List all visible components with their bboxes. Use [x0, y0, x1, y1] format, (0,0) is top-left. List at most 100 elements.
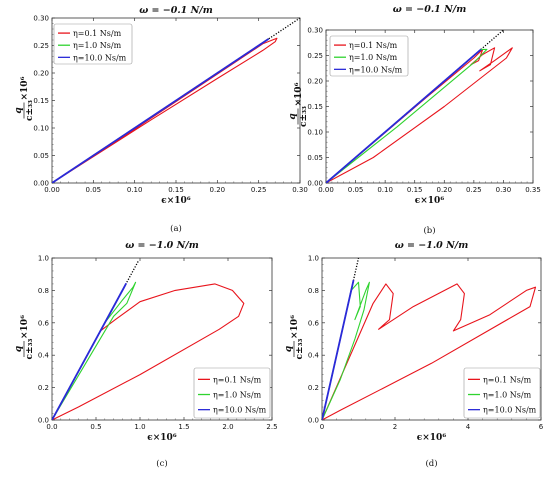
y-label-denominator: c±₃₃: [25, 100, 35, 121]
series-line-1: [322, 283, 537, 420]
y-tick-label: 0.8: [308, 287, 319, 295]
plot-frame: [321, 257, 542, 421]
y-tick-label: 0.4: [38, 352, 50, 360]
y-label-numerator: q: [14, 346, 24, 352]
series-line-2: [322, 281, 370, 420]
x-tick-label: 0.05: [86, 186, 102, 194]
x-tick-label: 0.10: [377, 186, 393, 194]
x-tick-label: 0.35: [525, 186, 541, 194]
legend-label-2: η=1.0 Ns/m: [73, 41, 122, 50]
chart-panel-b: 0.00 0.05 0.10 0.15 0.20 0.25 0.30 0.35 0.00 0.05…: [288, 4, 541, 236]
y-tick-label: 0.20: [33, 70, 49, 78]
series-line-1: [52, 283, 245, 420]
y-label-denominator: c±₃₃: [299, 106, 309, 127]
y-label-suffix: ×10⁶: [294, 82, 304, 106]
x-axis-label: ϵ×10⁶: [415, 196, 445, 206]
legend-label-3: η=10.0 Ns/m: [213, 406, 267, 415]
x-axis-label: ϵ×10⁶: [161, 196, 191, 206]
y-tick-label: 0.0: [38, 417, 49, 425]
chart-panel-a: 0.00 0.05 0.10 0.15 0.20 0.25 0.30 0.00 0.05 0.10…: [14, 5, 308, 234]
legend-label-1: η=0.1 Ns/m: [213, 375, 262, 384]
x-tick-label: 0.30: [496, 186, 512, 194]
y-axis-label: q c±₃₃×10⁶: [14, 76, 35, 121]
y-tick-label: 0.2: [308, 384, 319, 392]
y-label-suffix: ×10⁶: [20, 76, 30, 100]
series-line-1: [52, 37, 278, 183]
y-label-suffix: ×10⁶: [20, 315, 30, 339]
x-tick-label: 0.05: [348, 186, 364, 194]
chart-title: ω = −1.0 N/m: [125, 240, 199, 251]
x-tick-label: 4: [466, 423, 471, 431]
panel-caption: (d): [425, 458, 437, 469]
legend-label-3: η=10.0 Ns/m: [73, 53, 127, 62]
legend-label-2: η=1.0 Ns/m: [213, 391, 262, 400]
y-label-numerator: q: [288, 113, 298, 119]
x-tick-label: 0.5: [90, 423, 101, 431]
y-tick-label: 0.05: [33, 152, 49, 160]
legend-box: [193, 367, 271, 419]
chart-panel-c: 0.0 0.5 1.0 1.5 2.0 2.5 0.0 0.2 0.4 0.6 0.8 1.0 ω = …: [14, 240, 278, 469]
y-label-numerator: q: [284, 346, 294, 352]
legend-label-3: η=10.0 Ns/m: [483, 406, 537, 415]
legend-box: [463, 367, 541, 419]
legend-box: [329, 35, 409, 77]
x-tick-label: 0.00: [44, 186, 60, 194]
y-label-suffix: ×10⁶: [290, 315, 300, 339]
series-line-3: [52, 282, 127, 420]
x-tick-label: 0.20: [210, 186, 226, 194]
series-line-2: [52, 281, 137, 420]
y-tick-label: 0.10: [307, 129, 323, 137]
x-axis-label: ϵ×10⁶: [147, 433, 177, 443]
y-tick-label: 0.15: [33, 97, 49, 105]
y-tick-label: 0.30: [33, 15, 49, 23]
x-tick-label: 0.25: [251, 186, 267, 194]
legend-label-1: η=0.1 Ns/m: [483, 375, 532, 384]
y-axis-label: q c±₃₃×10⁶: [14, 315, 35, 360]
plot-frame: [51, 257, 273, 421]
x-tick-label: 1.5: [178, 423, 189, 431]
x-tick-label: 0: [320, 423, 324, 431]
series-line-3: [52, 38, 270, 183]
y-tick-label: 0.8: [38, 287, 49, 295]
y-tick-label: 0.0: [308, 417, 319, 425]
x-tick-label: 1.0: [134, 423, 145, 431]
legend-label-2: η=1.0 Ns/m: [483, 391, 532, 400]
x-tick-label: 0.20: [436, 186, 452, 194]
x-tick-label: 0.15: [407, 186, 423, 194]
legend-label-1: η=0.1 Ns/m: [349, 41, 398, 50]
x-tick-label: 0.25: [466, 186, 482, 194]
x-tick-label: 0.0: [46, 423, 57, 431]
chart-title: ω = −1.0 N/m: [395, 240, 469, 251]
y-tick-label: 0.20: [307, 78, 323, 86]
x-tick-label: 6: [539, 423, 544, 431]
legend-label-1: η=0.1 Ns/m: [73, 29, 122, 38]
series-line-3: [322, 279, 355, 420]
x-tick-label: 0.10: [127, 186, 143, 194]
x-tick-label: 0.30: [292, 186, 308, 194]
chart-title: ω = −0.1 N/m: [139, 5, 213, 16]
chart-title: ω = −0.1 N/m: [393, 4, 467, 15]
x-tick-label: 0.15: [168, 186, 184, 194]
series-line-3: [326, 48, 482, 183]
y-tick-label: 0.6: [308, 319, 320, 327]
chart-panel-d: 0 2 4 6 0.0 0.2 0.4 0.6 0.8 1.0 ω = −1.0 N/m ϵ×10⁶ q…: [284, 240, 544, 469]
panel-caption: (a): [170, 223, 182, 234]
y-axis-label: q c±₃₃×10⁶: [284, 315, 305, 360]
y-label-denominator: c±₃₃: [295, 338, 305, 359]
panel-caption: (b): [423, 225, 435, 236]
y-tick-label: 0.25: [33, 42, 49, 50]
y-tick-label: 0.10: [33, 125, 49, 133]
x-tick-label: 2.0: [222, 423, 233, 431]
y-tick-label: 0.6: [38, 319, 50, 327]
y-tick-label: 0.00: [307, 180, 323, 188]
panel-caption: (c): [156, 458, 167, 469]
y-tick-label: 0.05: [307, 154, 323, 162]
y-label-numerator: q: [14, 107, 24, 113]
y-tick-label: 1.0: [38, 255, 49, 263]
y-tick-label: 0.00: [33, 180, 49, 188]
x-tick-label: 2: [393, 423, 397, 431]
y-tick-label: 0.2: [38, 384, 49, 392]
x-tick-label: 2.5: [266, 423, 277, 431]
legend-box: [53, 23, 133, 65]
